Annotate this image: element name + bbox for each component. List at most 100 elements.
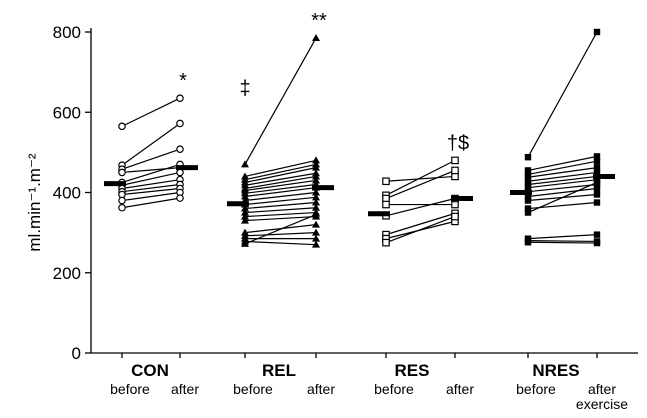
paired-line <box>244 201 317 210</box>
data-point-before <box>382 177 390 186</box>
data-point-after <box>593 239 601 247</box>
group-label: RES <box>395 361 430 380</box>
data-point-after <box>593 153 601 160</box>
data-point-after <box>176 119 184 128</box>
chart-marks <box>104 28 615 248</box>
paired-line <box>121 163 181 184</box>
paired-line <box>385 197 456 217</box>
data-point-before <box>241 208 249 216</box>
data-point-before <box>524 153 532 161</box>
paired-line <box>121 197 181 209</box>
paired-line <box>244 163 317 181</box>
paired-line <box>244 172 317 186</box>
paired-line <box>244 214 317 245</box>
paired-line <box>244 215 317 222</box>
data-point-after <box>312 163 320 171</box>
group-label: CON <box>131 361 169 380</box>
group-label: NRES <box>532 361 579 380</box>
data-point-before <box>524 205 532 212</box>
paired-line <box>244 207 317 214</box>
paired-line <box>385 216 456 244</box>
data-point-after <box>312 210 320 218</box>
data-point-after <box>312 234 320 242</box>
data-point-before <box>382 238 390 247</box>
group-label: REL <box>262 361 296 380</box>
data-point-after <box>312 193 320 201</box>
after-label-2: exercise <box>576 396 628 412</box>
data-point-before <box>524 193 532 200</box>
data-point-after <box>451 212 459 221</box>
data-point-before <box>118 122 126 131</box>
data-point-before <box>524 167 532 174</box>
significance-annotation-before: ‡ <box>239 77 250 99</box>
data-point-after <box>593 158 601 165</box>
paired-line <box>527 31 598 158</box>
paired-line <box>121 191 181 202</box>
data-point-after <box>312 156 320 164</box>
paired-line <box>527 167 598 178</box>
after-label: after <box>307 381 335 397</box>
data-point-after <box>593 191 601 198</box>
paired-line <box>121 171 181 186</box>
paired-line <box>244 159 317 178</box>
significance-annotation: * <box>179 70 187 92</box>
paired-line <box>527 241 598 244</box>
data-point-before <box>241 216 249 224</box>
data-point-after <box>312 203 320 211</box>
paired-line <box>527 240 598 243</box>
data-point-after <box>176 168 184 177</box>
paired-line <box>527 155 598 172</box>
paired-line <box>244 179 317 192</box>
after-label: after <box>446 381 474 397</box>
data-point-before <box>524 181 532 188</box>
data-point-after <box>312 228 320 236</box>
paired-line <box>527 175 598 186</box>
data-point-before <box>118 196 126 205</box>
paired-line <box>244 37 317 165</box>
axes <box>85 28 638 358</box>
data-point-after <box>593 185 601 192</box>
paired-line <box>244 187 317 198</box>
data-point-before <box>524 184 532 191</box>
paired-line <box>121 179 181 190</box>
y-tick-label: 600 <box>53 103 81 122</box>
paired-line <box>121 148 181 170</box>
data-point-after <box>593 169 601 176</box>
paired-line <box>527 234 598 240</box>
data-point-after <box>176 145 184 153</box>
paired-line <box>121 122 181 166</box>
paired-line <box>244 240 317 246</box>
data-point-before <box>524 178 532 185</box>
y-tick-label: 0 <box>72 344 81 363</box>
y-axis-label: ml.min⁻¹.m⁻² <box>25 153 44 252</box>
paired-line <box>527 160 598 176</box>
data-point-before <box>524 239 532 246</box>
data-point-after <box>593 231 601 238</box>
data-point-after <box>312 172 320 180</box>
data-point-before <box>524 174 532 181</box>
after-label: after <box>588 381 616 397</box>
data-point-after <box>451 156 459 165</box>
data-point-before <box>241 212 249 220</box>
data-point-after <box>312 188 320 196</box>
before-label: before <box>374 381 414 397</box>
paired-line <box>527 179 598 189</box>
data-point-after <box>593 28 601 36</box>
paired-line <box>244 232 317 237</box>
before-label: before <box>233 381 273 397</box>
data-point-after <box>593 164 601 171</box>
y-tick-label: 400 <box>53 184 81 203</box>
data-point-after <box>176 94 184 103</box>
data-point-after <box>312 34 320 42</box>
paired-line <box>527 187 598 198</box>
paired-line <box>385 212 456 236</box>
data-point-after <box>312 220 320 228</box>
data-point-after <box>176 194 184 202</box>
data-point-before <box>118 168 126 177</box>
paired-line <box>385 169 456 200</box>
data-point-after <box>312 198 320 206</box>
data-point-before <box>118 203 126 212</box>
data-point-after <box>593 199 601 206</box>
